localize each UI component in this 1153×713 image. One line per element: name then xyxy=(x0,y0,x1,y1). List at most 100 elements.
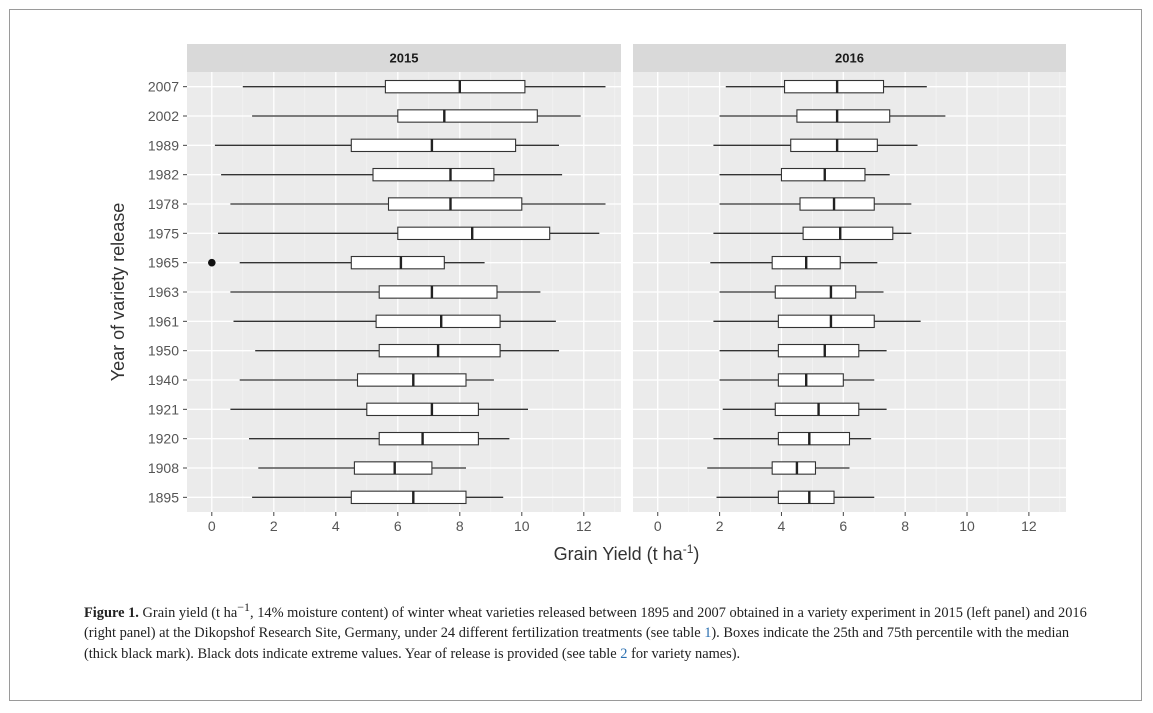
box-2015-2007 xyxy=(242,79,606,94)
box-iqr xyxy=(372,167,495,182)
box-iqr xyxy=(777,343,860,358)
x-axis-label: Grain Yield (t ha-1) xyxy=(554,542,700,564)
box-2016-1982 xyxy=(719,167,890,182)
box-iqr xyxy=(397,226,551,241)
box-iqr xyxy=(397,109,538,123)
box-2016-1908 xyxy=(707,461,850,475)
box-2016-1940 xyxy=(719,373,875,387)
x-tick-label: 0 xyxy=(208,518,216,534)
caption-text-3: ). Boxes indicate the 25th and 75th perc… xyxy=(84,625,1070,662)
y-tick-label: 1920 xyxy=(148,431,179,447)
box-2015-1982 xyxy=(221,167,563,182)
y-tick-label: 1989 xyxy=(148,137,179,153)
y-tick-label: 1895 xyxy=(148,489,179,505)
y-tick-label: 1963 xyxy=(148,284,179,300)
box-2015-1950 xyxy=(255,343,559,358)
y-tick-label: 2002 xyxy=(148,108,179,124)
y-axis-label: Year of variety release xyxy=(108,203,128,381)
box-2016-1961 xyxy=(713,314,921,329)
box-iqr xyxy=(350,490,467,505)
box-2016-1920 xyxy=(713,431,872,446)
box-2016-1963 xyxy=(719,285,884,299)
box-2015-1921 xyxy=(230,402,528,417)
y-tick-label: 2007 xyxy=(148,79,179,95)
y-tick-label: 1982 xyxy=(148,167,179,183)
box-iqr xyxy=(790,138,878,153)
panel-strip xyxy=(633,44,1066,72)
x-tick-label: 0 xyxy=(654,518,662,534)
panel-2016: 2016 0 2 4 6 8 10 12 xyxy=(633,44,1066,534)
box-2016-1950 xyxy=(719,343,887,358)
box-2015-1963 xyxy=(230,285,541,299)
box-iqr xyxy=(802,226,894,241)
box-2016-1978 xyxy=(719,197,912,211)
box-2016-2007 xyxy=(725,79,927,94)
y-tick-label: 1950 xyxy=(148,343,179,359)
x-tick-label: 12 xyxy=(1021,518,1037,534)
box-iqr xyxy=(350,138,517,153)
box-2016-1989 xyxy=(713,138,918,153)
box-iqr xyxy=(353,461,433,475)
box-2015-1975 xyxy=(218,226,600,241)
box-iqr xyxy=(356,373,467,387)
box-iqr xyxy=(378,343,501,358)
box-2015-2002 xyxy=(252,109,581,123)
caption-text-2: , 14% moisture content) of winter wheat … xyxy=(84,604,1087,642)
box-iqr xyxy=(777,431,851,446)
y-tick-label: 1921 xyxy=(148,401,179,417)
box-2015-1961 xyxy=(233,314,556,329)
box-iqr xyxy=(799,197,875,211)
box-iqr xyxy=(774,402,860,417)
x-tick-label: 10 xyxy=(959,518,975,534)
x-tick-label: 4 xyxy=(778,518,786,534)
x-tick-label: 8 xyxy=(901,518,909,534)
panel-2015: 2015 0 2 4 6 8 10 12 xyxy=(187,44,621,534)
box-iqr xyxy=(774,285,857,299)
box-2015-1989 xyxy=(214,138,559,153)
x-tick-label: 6 xyxy=(394,518,402,534)
box-iqr xyxy=(375,314,501,329)
box-iqr xyxy=(366,402,479,417)
y-tick-label: 1908 xyxy=(148,460,179,476)
caption-label: Figure 1. xyxy=(84,604,139,621)
caption-text-4: for variety names). xyxy=(627,645,741,662)
box-iqr xyxy=(378,285,498,299)
box-2016-1965 xyxy=(710,255,878,270)
box-2016-1975 xyxy=(713,226,912,241)
panel-title: 2016 xyxy=(835,51,864,66)
box-iqr xyxy=(780,167,866,182)
y-tick-label: 1940 xyxy=(148,372,179,388)
y-tick-label: 1961 xyxy=(148,313,179,329)
panel-title: 2015 xyxy=(390,51,419,66)
boxplot-chart: 2015 0 2 4 6 8 10 12 2016 0 2 4 6 8 10 12 2007 2002 1989 19… xyxy=(108,44,1066,564)
box-2015-1978 xyxy=(230,197,606,211)
box-iqr xyxy=(350,255,445,270)
outlier-point xyxy=(208,258,216,267)
box-iqr xyxy=(387,197,523,211)
caption-superscript: −1 xyxy=(237,600,250,614)
box-2015-1908 xyxy=(258,461,466,475)
x-tick-label: 4 xyxy=(332,518,340,534)
box-2015-1940 xyxy=(239,373,494,387)
box-iqr xyxy=(796,109,891,123)
x-tick-label: 6 xyxy=(839,518,847,534)
panel-strip xyxy=(187,44,621,72)
x-tick-label: 8 xyxy=(456,518,464,534)
box-2015-1920 xyxy=(249,431,510,446)
figure-caption: Figure 1. Grain yield (t ha−1, 14% moist… xyxy=(84,597,1094,664)
box-iqr xyxy=(777,373,844,387)
box-iqr xyxy=(777,490,835,505)
x-tick-label: 2 xyxy=(716,518,724,534)
box-iqr xyxy=(777,314,875,329)
caption-table-ref-1[interactable]: 1 xyxy=(704,625,712,642)
box-2016-1895 xyxy=(716,490,875,505)
box-iqr xyxy=(378,431,479,446)
y-tick-label: 1978 xyxy=(148,196,179,212)
box-2015-1965 xyxy=(208,255,485,270)
caption-table-ref-2[interactable]: 2 xyxy=(620,645,628,662)
caption-text-1: Grain yield (t ha xyxy=(138,604,238,621)
y-tick-label: 1975 xyxy=(148,225,179,241)
x-tick-label: 2 xyxy=(270,518,278,534)
x-tick-label: 12 xyxy=(576,518,592,534)
box-iqr xyxy=(783,79,885,94)
